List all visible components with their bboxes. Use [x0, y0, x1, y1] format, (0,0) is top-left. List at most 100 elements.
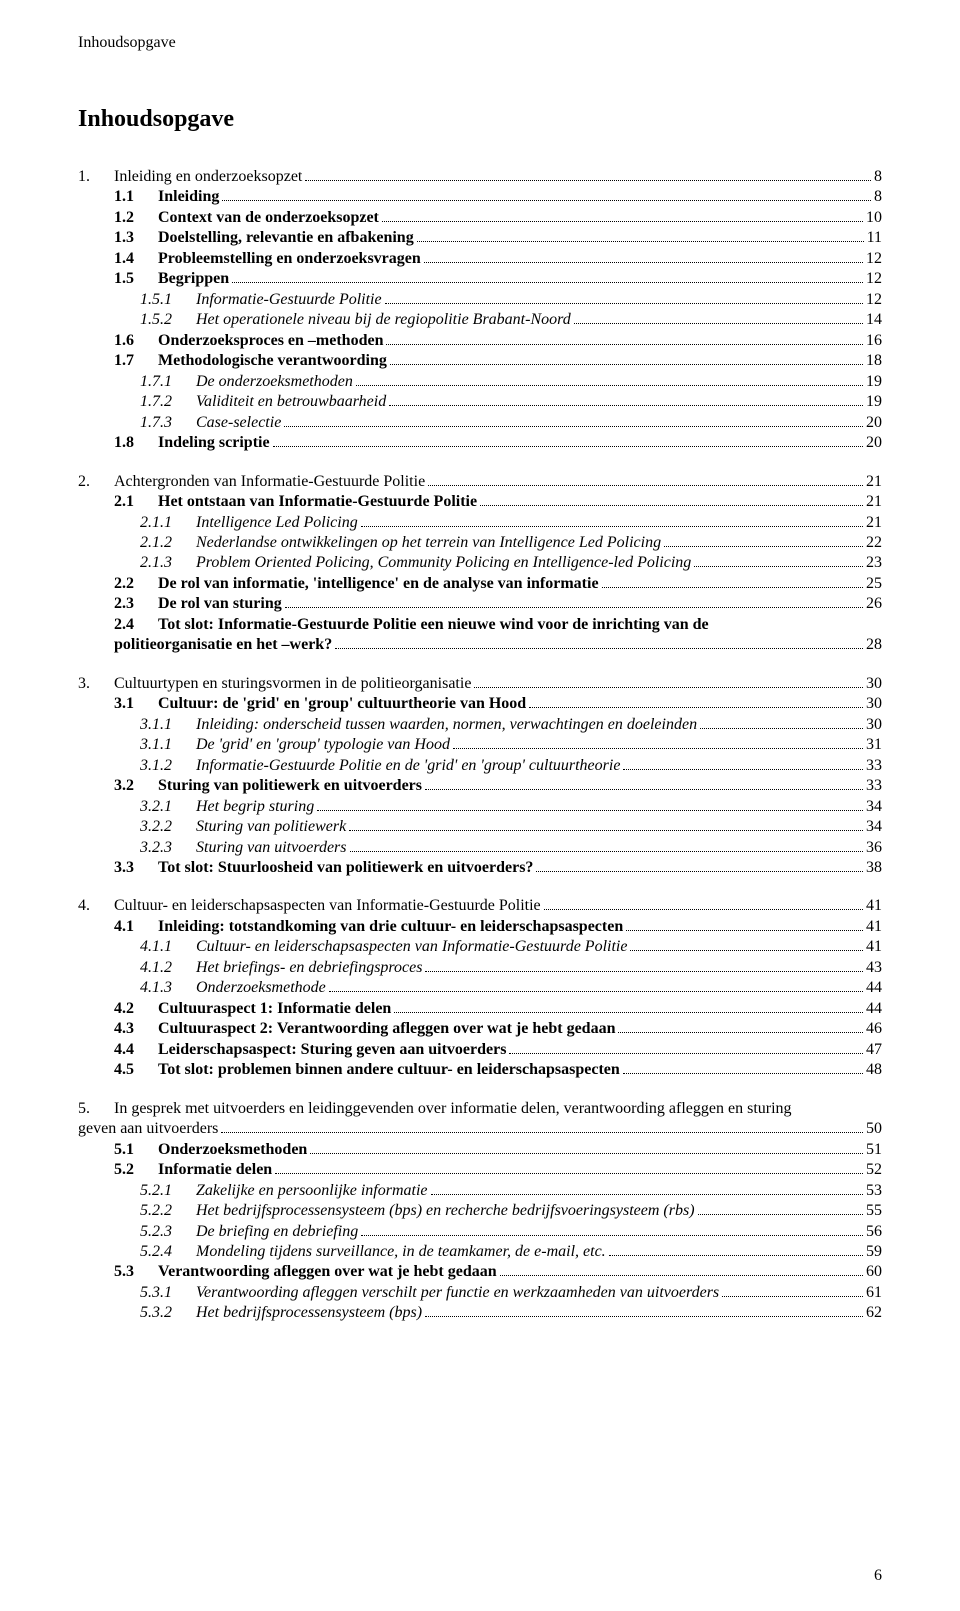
toc-entry: 1.4Probleemstelling en onderzoeksvragen1…	[78, 249, 882, 269]
toc-entry-label: Het bedrijfsprocessensysteem (bps)	[196, 1303, 422, 1323]
toc-entry-label: Sturing van politiewerk en uitvoerders	[158, 776, 422, 796]
toc-entry-number: 5.3.2	[140, 1303, 196, 1323]
toc-entry-page: 34	[866, 797, 882, 817]
toc-entry-label: Inleiding	[158, 187, 219, 207]
toc-entry-page: 12	[866, 290, 882, 310]
toc-entry: 3.3Tot slot: Stuurloosheid van politiewe…	[78, 858, 882, 878]
toc-entry-label: Verantwoording afleggen over wat je hebt…	[158, 1262, 497, 1282]
toc-entry: politieorganisatie en het –werk?28	[78, 635, 882, 655]
toc-entry-page: 44	[866, 999, 882, 1019]
running-head: Inhoudsopgave	[78, 34, 882, 52]
toc-entry-label: Problem Oriented Policing, Community Pol…	[196, 553, 691, 573]
toc-entry: 4.2Cultuuraspect 1: Informatie delen44	[78, 999, 882, 1019]
toc-leader-dots	[574, 323, 863, 324]
toc-entry: 5.2.3De briefing en debriefing56	[78, 1222, 882, 1242]
toc-entry-page: 62	[866, 1303, 882, 1323]
toc-entry-number: 3.1.1	[140, 715, 196, 735]
toc-entry-page: 36	[866, 838, 882, 858]
toc-entry-number: 4.1	[114, 917, 158, 937]
toc-entry-page: 21	[866, 513, 882, 533]
toc-leader-dots	[385, 303, 863, 304]
toc-entry-number: 5.2.3	[140, 1222, 196, 1242]
toc-entry-label: Validiteit en betrouwbaarheid	[196, 392, 386, 412]
toc-entry-label: Het bedrijfsprocessensysteem (bps) en re…	[196, 1201, 695, 1221]
toc-entry-number: 3.1	[114, 694, 158, 714]
toc-entry-page: 19	[866, 392, 882, 412]
toc-entry-label: De rol van informatie, 'intelligence' en…	[158, 574, 599, 594]
toc-entry: 2.2De rol van informatie, 'intelligence'…	[78, 574, 882, 594]
toc-entry-label: Doelstelling, relevantie en afbakening	[158, 228, 414, 248]
toc-entry-page: 41	[866, 917, 882, 937]
toc-entry: 5.1Onderzoeksmethoden51	[78, 1140, 882, 1160]
toc-entry-number: 1.5.2	[140, 310, 196, 330]
toc-leader-dots	[285, 607, 863, 608]
toc-entry-number: 1.7.1	[140, 372, 196, 392]
toc-entry: 5.3.1Verantwoording afleggen verschilt p…	[78, 1283, 882, 1303]
toc-entry: 3.2Sturing van politiewerk en uitvoerder…	[78, 776, 882, 796]
toc-entry-label: Inleiding en onderzoeksopzet	[114, 167, 302, 187]
toc-entry-page: 38	[866, 858, 882, 878]
toc-leader-dots	[232, 282, 863, 283]
toc-entry-number: 4.1.3	[140, 978, 196, 998]
toc-leader-dots	[425, 1316, 863, 1317]
toc-entry-page: 21	[866, 472, 882, 492]
toc-entry-label: Cultuur: de 'grid' en 'group' cultuurthe…	[158, 694, 526, 714]
toc-entry-number: 5.2.4	[140, 1242, 196, 1262]
toc-entry: 1.7.2Validiteit en betrouwbaarheid19	[78, 392, 882, 412]
toc-entry-number: 4.5	[114, 1060, 158, 1080]
toc-entry-number: 1.5.1	[140, 290, 196, 310]
toc-leader-dots	[389, 405, 863, 406]
toc-entry-number: 1.2	[114, 208, 158, 228]
toc-entry-label: Tot slot: Informatie-Gestuurde Politie e…	[158, 615, 709, 635]
toc-entry-page: 8	[874, 167, 882, 187]
toc-entry-page: 19	[866, 372, 882, 392]
toc-leader-dots	[694, 566, 863, 567]
toc-leader-dots	[349, 830, 863, 831]
toc-entry-page: 53	[866, 1181, 882, 1201]
toc-leader-dots	[382, 221, 863, 222]
toc-entry-number: 5.2.2	[140, 1201, 196, 1221]
toc-entry-label: Indeling scriptie	[158, 433, 270, 453]
toc-entry-label: Cultuuraspect 1: Informatie delen	[158, 999, 391, 1019]
toc-entry-page: 48	[866, 1060, 882, 1080]
toc-entry-number: 3.2.1	[140, 797, 196, 817]
toc-entry-page: 46	[866, 1019, 882, 1039]
toc-leader-dots	[698, 1214, 863, 1215]
toc-entry-number: 1.3	[114, 228, 158, 248]
toc-leader-dots	[386, 344, 863, 345]
toc-leader-dots	[480, 505, 863, 506]
page-title: Inhoudsopgave	[78, 106, 882, 133]
toc-entry-page: 18	[866, 351, 882, 371]
toc-entry: 4.1.1Cultuur- en leiderschapsaspecten va…	[78, 937, 882, 957]
toc-entry-number: 3.2.2	[140, 817, 196, 837]
toc-entry-label: Inleiding: onderscheid tussen waarden, n…	[196, 715, 697, 735]
toc-entry-label: Verantwoording afleggen verschilt per fu…	[196, 1283, 719, 1303]
toc-leader-dots	[536, 871, 863, 872]
toc-entry-label: Nederlandse ontwikkelingen op het terrei…	[196, 533, 661, 553]
toc-entry-label: Cultuuraspect 2: Verantwoording afleggen…	[158, 1019, 615, 1039]
toc-entry-label: Zakelijke en persoonlijke informatie	[196, 1181, 428, 1201]
toc-leader-dots	[394, 1012, 863, 1013]
toc-entry-page: 52	[866, 1160, 882, 1180]
toc-entry-number: 1.7.3	[140, 413, 196, 433]
toc-leader-dots	[329, 991, 863, 992]
toc-leader-dots	[350, 851, 864, 852]
toc-leader-dots	[361, 1235, 863, 1236]
toc-leader-dots	[500, 1275, 863, 1276]
toc-entry: 3.1.1Inleiding: onderscheid tussen waard…	[78, 715, 882, 735]
toc-entry-number: 3.1.2	[140, 756, 196, 776]
toc-chapter-group: 2.Achtergronden van Informatie-Gestuurde…	[78, 472, 882, 656]
toc-entry-page: 11	[867, 228, 882, 248]
toc-entry-page: 23	[866, 553, 882, 573]
toc-leader-dots	[356, 385, 863, 386]
toc-entry: 2.1.3Problem Oriented Policing, Communit…	[78, 553, 882, 573]
toc-entry: 3.1Cultuur: de 'grid' en 'group' cultuur…	[78, 694, 882, 714]
toc-entry-number: 2.3	[114, 594, 158, 614]
toc-entry: 4.3Cultuuraspect 2: Verantwoording afleg…	[78, 1019, 882, 1039]
toc-leader-dots	[474, 687, 863, 688]
toc-entry-label: Achtergronden van Informatie-Gestuurde P…	[114, 472, 425, 492]
toc-leader-dots	[305, 180, 871, 181]
toc-entry-number: 1.1	[114, 187, 158, 207]
toc-entry-label: Informatie-Gestuurde Politie en de 'grid…	[196, 756, 620, 776]
toc-entry-label: Cultuur- en leiderschapsaspecten van Inf…	[114, 896, 541, 916]
